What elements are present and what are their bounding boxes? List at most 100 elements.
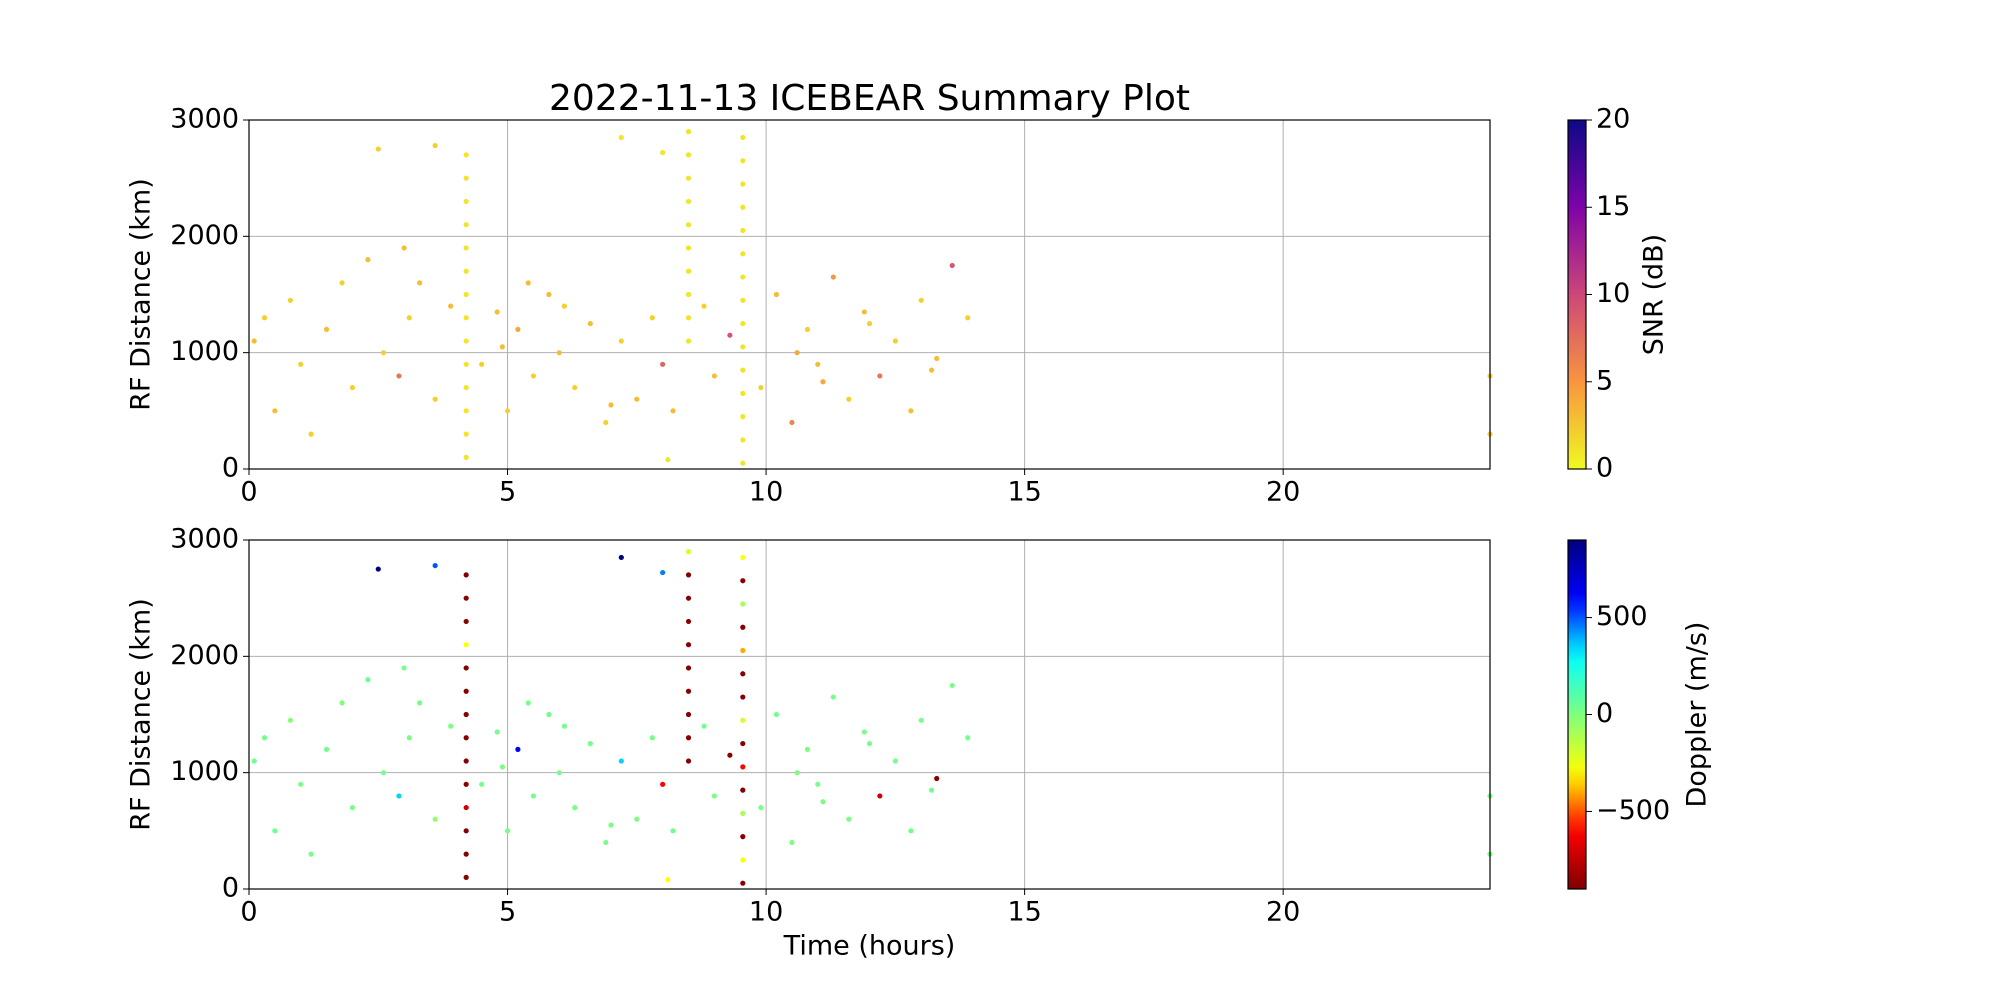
data-point [740,204,746,210]
data-point [918,297,924,303]
data-point [685,711,692,718]
data-point [463,454,469,460]
data-point [463,804,469,811]
data-point [417,280,423,286]
data-point [740,414,746,420]
data-point [349,804,356,811]
data-point [298,361,304,367]
data-point [685,129,692,135]
data-point [417,700,423,706]
data-point [804,326,811,332]
data-point [556,350,562,356]
data-point [339,700,345,706]
data-point [934,775,940,782]
data-point [727,332,733,338]
data-point [587,740,593,747]
colorbar [1567,119,1587,470]
data-point [251,758,257,764]
x-tick-label: 0 [240,477,257,508]
data-point [794,350,800,356]
data-point [463,688,469,694]
data-point [685,549,692,555]
data-point [846,816,852,822]
data-point [432,816,438,822]
data-point [711,373,717,379]
x-tick-label: 10 [749,477,783,508]
data-point [928,787,935,793]
data-point [685,245,692,251]
colorbar-tick-label: 10 [1596,278,1630,309]
data-point [561,723,568,729]
data-point [830,274,836,280]
data-point [934,355,940,362]
data-point [530,793,536,799]
data-point [740,880,746,886]
data-point [396,373,402,379]
data-point [463,222,469,228]
data-point [261,735,268,741]
data-point [479,781,485,787]
data-point [463,198,469,205]
data-point [685,642,692,648]
data-point [773,711,780,718]
chart-title: 2022-11-13 ICEBEAR Summary Plot [549,78,1190,119]
data-point [965,735,971,741]
data-point [660,569,666,576]
data-point [685,198,692,205]
data-point [866,320,873,327]
y-tick-label: 1000 [170,756,239,787]
data-point [406,315,412,321]
data-point [740,857,746,863]
x-tick-label: 15 [1007,897,1041,928]
data-point [634,816,640,822]
data-point [740,158,746,164]
data-point [740,344,746,350]
data-point [846,396,852,402]
data-point [892,758,898,764]
data-point [861,729,867,735]
data-point [701,723,707,729]
data-point [861,309,867,315]
data-point [272,408,278,414]
data-point [758,804,764,811]
data-point [908,828,914,834]
data-point [463,851,469,857]
data-point [499,764,505,770]
data-point [251,338,257,344]
data-point [820,379,826,385]
data-point [618,758,624,764]
x-tick-label: 0 [240,897,257,928]
data-point [463,735,469,741]
data-point [660,149,666,156]
data-point [401,665,407,671]
data-point [740,390,746,396]
data-point [365,677,371,683]
colorbar [1567,539,1587,890]
data-point [572,384,578,391]
data-point [323,746,330,753]
data-point [740,740,746,747]
data-point [740,647,746,654]
data-point [375,146,381,152]
data-point [608,822,614,828]
data-point [740,578,746,584]
data-point [525,280,531,286]
data-point [618,554,624,561]
data-point [365,257,371,263]
y-tick-label: 1000 [170,336,239,367]
data-point [375,566,381,572]
data-point [587,320,593,327]
data-point [380,770,387,776]
data-point [401,245,407,251]
data-point [830,694,836,700]
colorbar-label: Doppler (m/s) [1682,622,1713,808]
data-point [740,834,746,840]
data-point [561,303,568,309]
data-point [660,781,666,787]
data-point [504,828,511,834]
data-point [463,408,469,414]
data-point [685,595,692,601]
data-point [463,361,469,367]
